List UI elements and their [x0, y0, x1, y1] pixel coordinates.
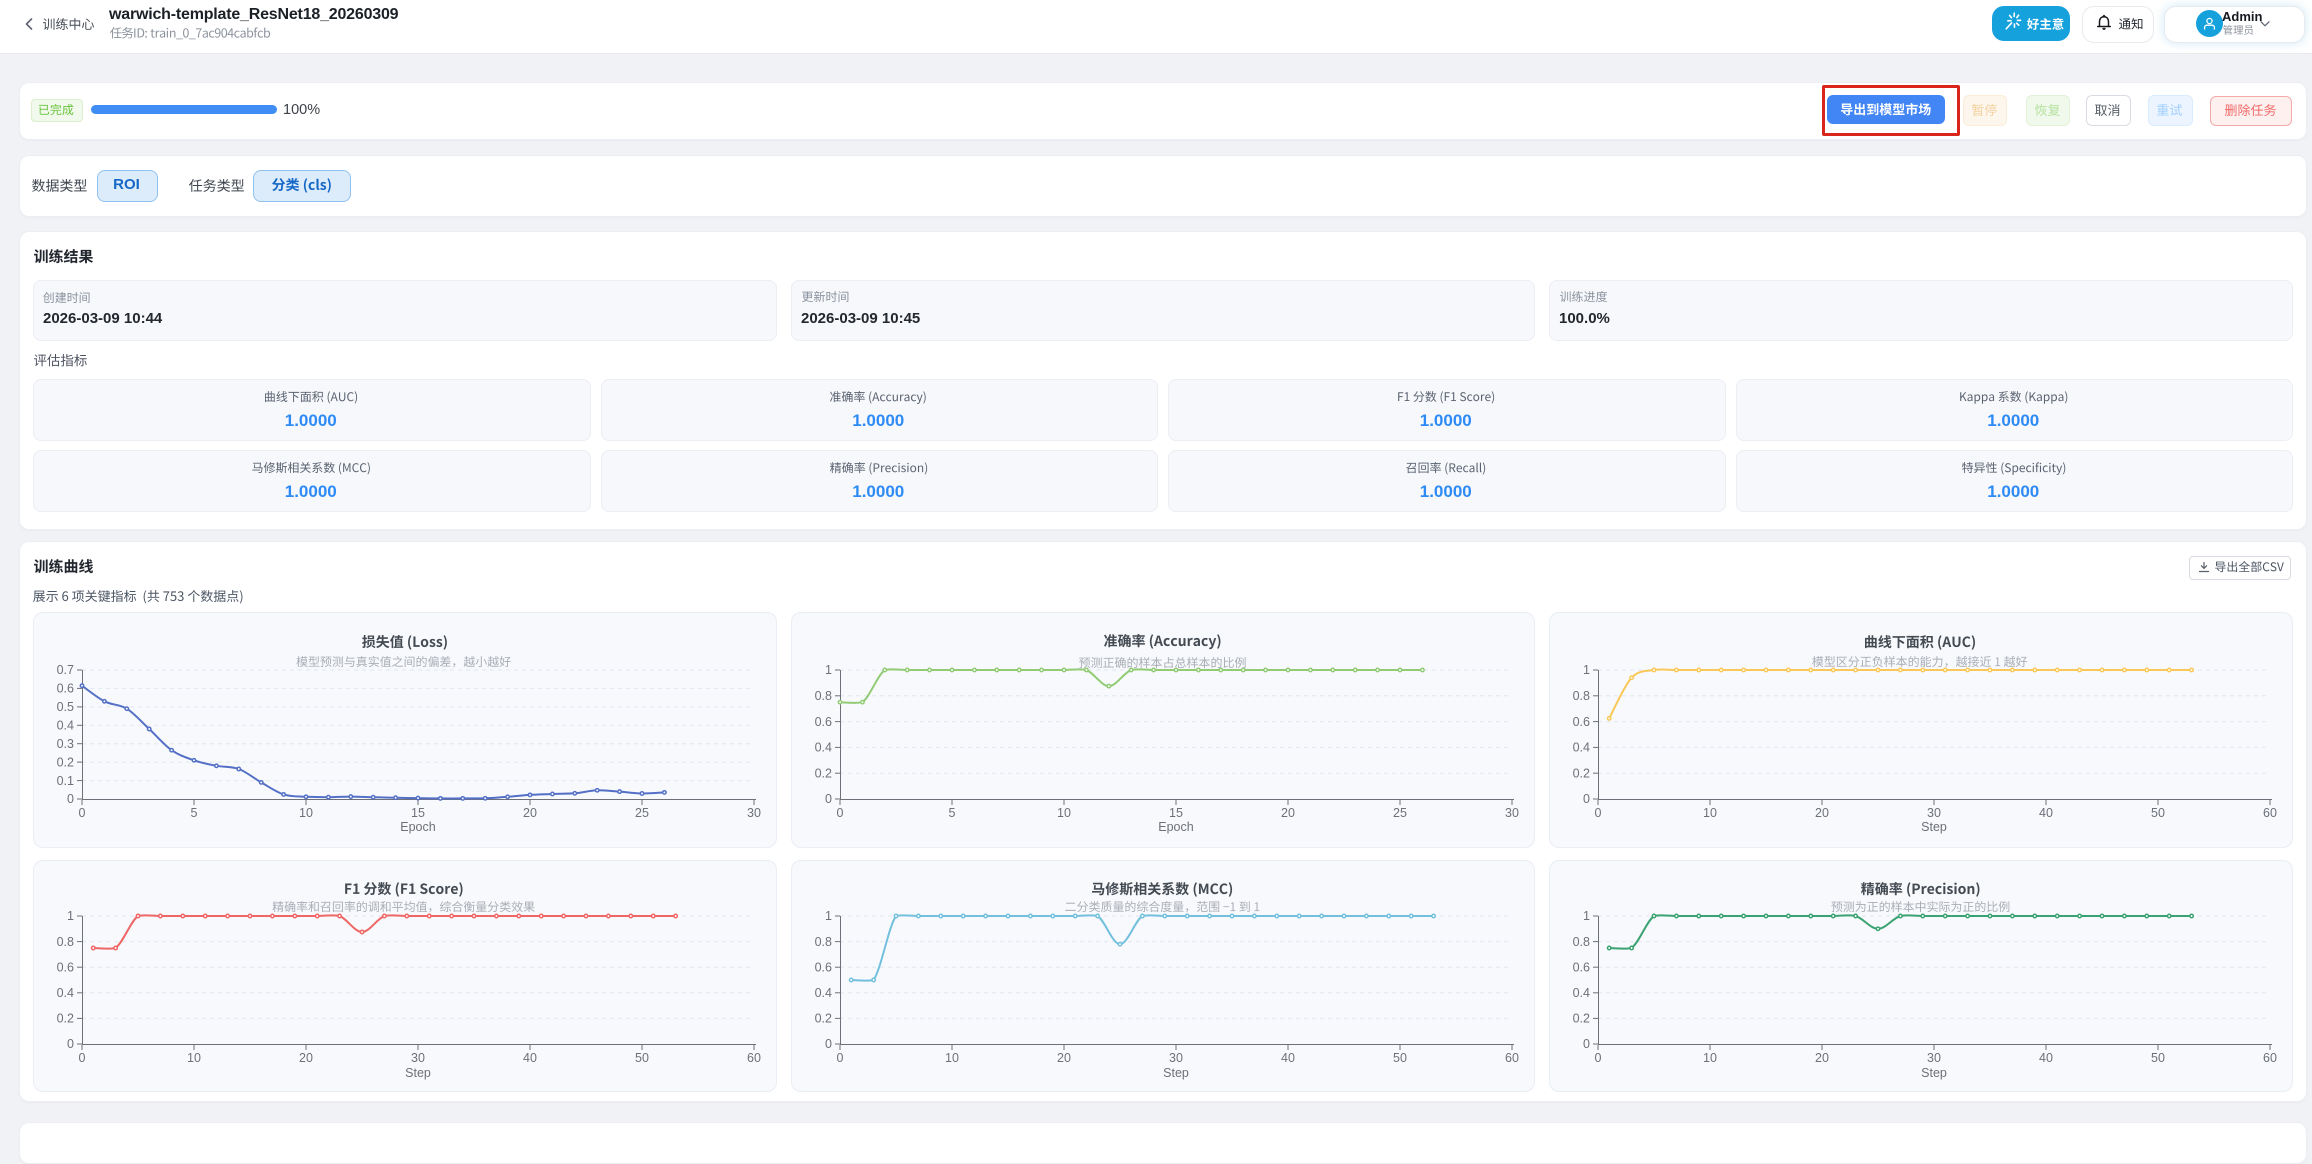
- svg-text:0.2: 0.2: [57, 1012, 74, 1026]
- svg-text:0.2: 0.2: [1573, 766, 1590, 780]
- svg-text:0.6: 0.6: [57, 960, 74, 974]
- svg-text:0: 0: [837, 1051, 844, 1065]
- svg-text:Step: Step: [1921, 820, 1947, 834]
- svg-text:0.2: 0.2: [815, 1012, 832, 1026]
- svg-text:0.6: 0.6: [815, 960, 832, 974]
- svg-text:0.8: 0.8: [57, 935, 74, 949]
- svg-text:0.8: 0.8: [815, 689, 832, 703]
- svg-text:10: 10: [1703, 1051, 1717, 1065]
- svg-text:20: 20: [523, 806, 537, 820]
- svg-text:0.4: 0.4: [57, 719, 74, 733]
- svg-text:0: 0: [1583, 1037, 1590, 1051]
- svg-text:0: 0: [79, 1051, 86, 1065]
- svg-text:15: 15: [411, 806, 425, 820]
- svg-text:0.4: 0.4: [57, 986, 74, 1000]
- svg-text:0.4: 0.4: [1573, 741, 1590, 755]
- svg-text:0.3: 0.3: [57, 737, 74, 751]
- svg-text:0.6: 0.6: [1573, 960, 1590, 974]
- svg-text:1: 1: [67, 909, 74, 923]
- svg-text:0.6: 0.6: [57, 682, 74, 696]
- svg-text:30: 30: [1169, 1051, 1183, 1065]
- svg-text:5: 5: [191, 806, 198, 820]
- svg-text:10: 10: [945, 1051, 959, 1065]
- svg-text:60: 60: [747, 1051, 761, 1065]
- svg-text:30: 30: [1927, 806, 1941, 820]
- svg-text:0: 0: [67, 1037, 74, 1051]
- svg-text:0.2: 0.2: [1573, 1012, 1590, 1026]
- svg-text:Step: Step: [405, 1066, 431, 1080]
- svg-text:20: 20: [1815, 806, 1829, 820]
- svg-text:15: 15: [1169, 806, 1183, 820]
- svg-text:30: 30: [747, 806, 761, 820]
- svg-text:Step: Step: [1921, 1066, 1947, 1080]
- svg-text:40: 40: [1281, 1051, 1295, 1065]
- svg-text:0: 0: [825, 1037, 832, 1051]
- svg-text:10: 10: [1703, 806, 1717, 820]
- svg-text:25: 25: [1393, 806, 1407, 820]
- svg-text:0.2: 0.2: [57, 755, 74, 769]
- svg-text:40: 40: [2039, 806, 2053, 820]
- svg-text:0.1: 0.1: [57, 774, 74, 788]
- svg-text:0.4: 0.4: [815, 741, 832, 755]
- svg-text:50: 50: [635, 1051, 649, 1065]
- svg-text:10: 10: [1057, 806, 1071, 820]
- svg-text:50: 50: [2151, 806, 2165, 820]
- svg-text:30: 30: [411, 1051, 425, 1065]
- svg-text:60: 60: [1505, 1051, 1519, 1065]
- svg-text:1: 1: [825, 909, 832, 923]
- svg-text:0.8: 0.8: [815, 935, 832, 949]
- svg-text:60: 60: [2263, 806, 2277, 820]
- svg-text:50: 50: [2151, 1051, 2165, 1065]
- svg-text:25: 25: [635, 806, 649, 820]
- svg-text:5: 5: [949, 806, 956, 820]
- svg-text:0.6: 0.6: [1573, 715, 1590, 729]
- svg-text:0: 0: [79, 806, 86, 820]
- svg-text:0: 0: [1595, 806, 1602, 820]
- svg-text:0.2: 0.2: [815, 766, 832, 780]
- svg-text:1: 1: [1583, 909, 1590, 923]
- svg-text:60: 60: [2263, 1051, 2277, 1065]
- svg-text:0.6: 0.6: [815, 715, 832, 729]
- svg-text:0.5: 0.5: [57, 700, 74, 714]
- svg-text:0: 0: [67, 792, 74, 806]
- svg-text:0: 0: [825, 792, 832, 806]
- svg-text:20: 20: [299, 1051, 313, 1065]
- svg-text:20: 20: [1057, 1051, 1071, 1065]
- svg-text:0: 0: [1583, 792, 1590, 806]
- svg-text:50: 50: [1393, 1051, 1407, 1065]
- svg-text:40: 40: [523, 1051, 537, 1065]
- svg-text:Step: Step: [1163, 1066, 1189, 1080]
- svg-text:0.8: 0.8: [1573, 689, 1590, 703]
- svg-text:0.4: 0.4: [815, 986, 832, 1000]
- svg-text:0.8: 0.8: [1573, 935, 1590, 949]
- svg-text:0.7: 0.7: [57, 663, 74, 677]
- svg-text:1: 1: [825, 663, 832, 677]
- svg-text:20: 20: [1281, 806, 1295, 820]
- svg-text:10: 10: [187, 1051, 201, 1065]
- svg-text:Epoch: Epoch: [1158, 820, 1193, 834]
- svg-text:0: 0: [1595, 1051, 1602, 1065]
- svg-text:0: 0: [837, 806, 844, 820]
- svg-text:Epoch: Epoch: [400, 820, 435, 834]
- svg-text:10: 10: [299, 806, 313, 820]
- svg-text:30: 30: [1927, 1051, 1941, 1065]
- svg-text:1: 1: [1583, 663, 1590, 677]
- svg-text:30: 30: [1505, 806, 1519, 820]
- svg-text:20: 20: [1815, 1051, 1829, 1065]
- svg-text:0.4: 0.4: [1573, 986, 1590, 1000]
- svg-text:40: 40: [2039, 1051, 2053, 1065]
